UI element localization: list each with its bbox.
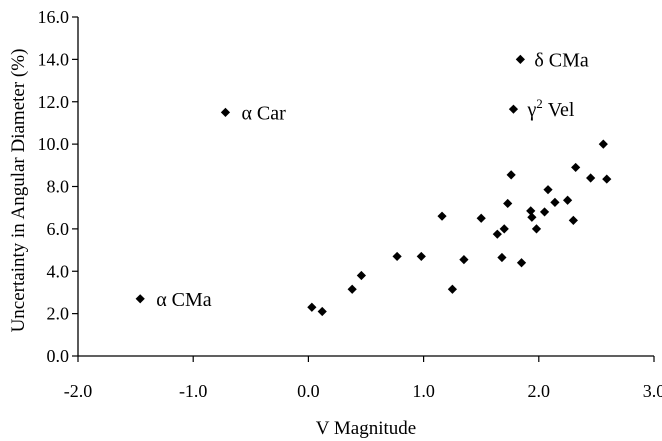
data-point bbox=[550, 197, 560, 207]
data-point bbox=[416, 251, 426, 262]
y-tick-label: 4.0 bbox=[47, 261, 70, 281]
y-tick-label: 0.0 bbox=[47, 346, 70, 366]
data-point bbox=[476, 213, 486, 223]
data-point bbox=[392, 251, 402, 262]
x-tick-label: -1.0 bbox=[179, 381, 208, 401]
data-point bbox=[356, 270, 366, 281]
data-point bbox=[568, 215, 578, 225]
y-tick-label: 10.0 bbox=[38, 134, 70, 154]
x-tick-label: -2.0 bbox=[64, 381, 93, 401]
data-point bbox=[317, 306, 327, 317]
data-point bbox=[347, 284, 357, 294]
data-point bbox=[506, 170, 516, 180]
star-label: α Car bbox=[241, 102, 286, 124]
data-point bbox=[586, 173, 596, 183]
data-point bbox=[307, 302, 317, 312]
y-tick-label: 16.0 bbox=[38, 7, 70, 27]
data-point bbox=[135, 294, 145, 304]
x-tick-label: 3.0 bbox=[643, 381, 662, 401]
y-tick-label: 6.0 bbox=[47, 219, 70, 239]
x-tick-label: 0.0 bbox=[297, 381, 320, 401]
data-point bbox=[571, 162, 581, 173]
data-point bbox=[220, 107, 231, 117]
data-point bbox=[516, 258, 527, 268]
data-point bbox=[539, 207, 550, 217]
data-point bbox=[508, 104, 519, 114]
data-point bbox=[527, 212, 537, 222]
data-point bbox=[437, 211, 447, 221]
data-point bbox=[602, 174, 612, 184]
y-tick-label: 14.0 bbox=[38, 49, 70, 69]
x-tick-label: 2.0 bbox=[528, 381, 551, 401]
data-point bbox=[598, 139, 608, 149]
x-tick-label: 1.0 bbox=[412, 381, 435, 401]
data-point bbox=[526, 206, 536, 216]
y-tick-label: 12.0 bbox=[38, 92, 70, 112]
data-point bbox=[515, 54, 525, 64]
data-point bbox=[563, 195, 573, 205]
y-tick-label: 8.0 bbox=[47, 177, 70, 197]
y-tick-label: 2.0 bbox=[47, 304, 70, 324]
data-point bbox=[497, 252, 507, 263]
data-point bbox=[499, 224, 509, 234]
data-point bbox=[543, 185, 553, 195]
data-points bbox=[135, 54, 612, 317]
star-label: γ2 Vel bbox=[526, 96, 574, 121]
data-point bbox=[447, 284, 457, 294]
x-axis-title: V Magnitude bbox=[316, 418, 416, 439]
data-point bbox=[531, 224, 542, 234]
x-axis-ticks: -2.0 -1.0 0.0 1.0 2.0 3.0 bbox=[64, 356, 662, 401]
data-point bbox=[503, 198, 513, 209]
data-point bbox=[492, 229, 502, 239]
data-point bbox=[459, 254, 469, 265]
y-axis-title: Uncertainty in Angular Diameter (%) bbox=[8, 49, 29, 333]
star-label: α CMa bbox=[156, 289, 212, 311]
star-annotations: α CMa α Car δ CMa γ2 Vel bbox=[156, 49, 589, 310]
y-axis-ticks: 0.0 2.0 4.0 6.0 8.0 10.0 12.0 14.0 16.0 bbox=[38, 7, 78, 366]
star-label: δ CMa bbox=[534, 49, 589, 71]
